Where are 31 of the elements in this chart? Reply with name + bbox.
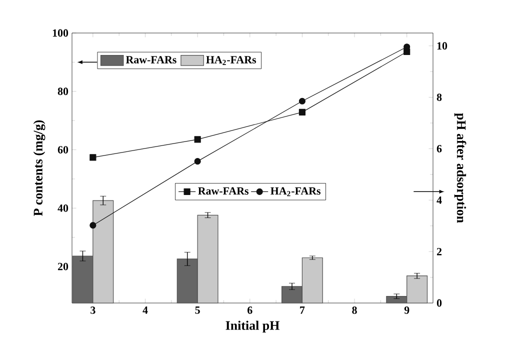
y-tick-label: 80 — [58, 88, 68, 96]
y2-tick-label: 2 — [436, 248, 442, 256]
x-axis-title: Initial pH — [226, 320, 280, 332]
legend-label: HA$_{2}$-FARs — [270, 187, 321, 196]
legend-label: HA$_{2}$-FARs — [206, 56, 256, 65]
legend-label: Raw-FARs — [126, 56, 176, 64]
x-tick-label: 4 — [142, 306, 148, 314]
y2-tick-label: 4 — [436, 196, 442, 204]
point — [298, 108, 306, 116]
y-tick-label: 20 — [58, 262, 68, 270]
y2-tick-label: 8 — [436, 94, 442, 101]
y-tick-label: 40 — [58, 204, 68, 212]
point — [194, 158, 201, 165]
y-axis-title: P contents (mg/g) — [33, 120, 46, 216]
point — [90, 154, 96, 161]
point — [194, 136, 201, 143]
y-tick-label: 100 — [52, 29, 68, 37]
legend-label: Raw-FARs — [198, 187, 249, 195]
x-tick-label: 5 — [195, 306, 200, 314]
y2-axis-title: pH after adsorption — [454, 113, 466, 223]
x-tick-label: 9 — [404, 306, 410, 314]
x-tick-label: 3 — [90, 306, 96, 314]
point — [90, 222, 96, 229]
y2-tick-label: 6 — [436, 145, 442, 152]
y2-tick-label: 0 — [436, 299, 442, 307]
y2-tick-label: 10 — [437, 42, 448, 50]
y-tick-label: 60 — [58, 146, 68, 154]
x-tick-label: 7 — [300, 306, 305, 314]
point — [298, 98, 306, 104]
x-tick-label: 8 — [352, 306, 357, 314]
x-tick-label: 6 — [248, 306, 252, 314]
